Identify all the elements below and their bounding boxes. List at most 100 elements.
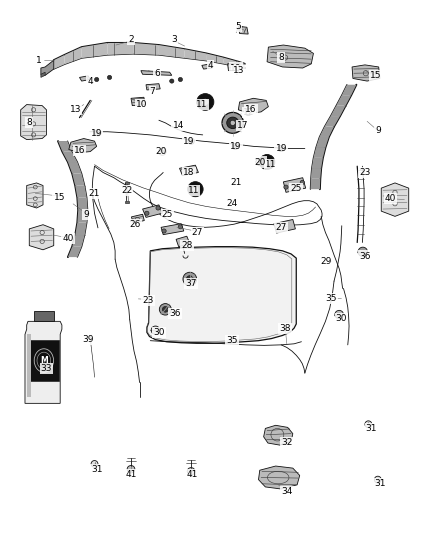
Polygon shape: [352, 65, 380, 81]
Ellipse shape: [95, 77, 99, 82]
Polygon shape: [264, 425, 293, 445]
Ellipse shape: [183, 272, 197, 286]
Text: 9: 9: [83, 210, 89, 219]
Text: M: M: [40, 356, 48, 365]
Text: 41: 41: [187, 470, 198, 479]
Ellipse shape: [156, 206, 160, 210]
Ellipse shape: [178, 77, 183, 82]
Polygon shape: [68, 247, 81, 257]
Text: 14: 14: [173, 121, 184, 130]
Ellipse shape: [244, 108, 252, 116]
Polygon shape: [78, 198, 88, 210]
Polygon shape: [78, 210, 88, 223]
Text: 10: 10: [136, 100, 148, 109]
Polygon shape: [141, 71, 172, 75]
Ellipse shape: [159, 304, 171, 315]
Text: 6: 6: [154, 69, 159, 78]
Polygon shape: [27, 183, 43, 208]
Polygon shape: [206, 53, 223, 64]
Ellipse shape: [264, 159, 270, 165]
Text: 4: 4: [208, 61, 213, 70]
Text: 21: 21: [230, 179, 242, 188]
Polygon shape: [176, 236, 190, 247]
Ellipse shape: [188, 138, 194, 144]
Text: 13: 13: [233, 66, 244, 75]
Polygon shape: [72, 174, 85, 185]
Polygon shape: [267, 45, 314, 68]
Polygon shape: [223, 58, 238, 67]
Polygon shape: [161, 224, 184, 235]
Text: 23: 23: [142, 296, 154, 305]
Polygon shape: [21, 104, 46, 140]
Ellipse shape: [227, 117, 239, 128]
Polygon shape: [312, 158, 323, 168]
Ellipse shape: [280, 147, 283, 150]
Ellipse shape: [234, 145, 237, 148]
Text: 15: 15: [53, 192, 65, 201]
Text: 25: 25: [162, 210, 173, 219]
Ellipse shape: [374, 476, 381, 483]
Ellipse shape: [300, 180, 304, 184]
Polygon shape: [107, 43, 133, 55]
Polygon shape: [258, 466, 300, 489]
Text: 16: 16: [74, 146, 85, 155]
Text: 40: 40: [62, 235, 74, 244]
Polygon shape: [228, 63, 240, 71]
Text: 3: 3: [171, 35, 177, 44]
Polygon shape: [133, 43, 159, 55]
Text: 10: 10: [230, 63, 242, 72]
Polygon shape: [238, 98, 268, 114]
Text: 34: 34: [281, 487, 293, 496]
Text: 21: 21: [89, 189, 100, 198]
Polygon shape: [180, 165, 198, 175]
Polygon shape: [34, 311, 54, 321]
Polygon shape: [238, 26, 248, 34]
Text: 35: 35: [226, 336, 238, 345]
Ellipse shape: [259, 155, 275, 169]
Ellipse shape: [107, 75, 112, 79]
Polygon shape: [131, 97, 145, 106]
Text: 17: 17: [237, 121, 248, 130]
Ellipse shape: [162, 306, 168, 312]
Text: 19: 19: [91, 129, 102, 138]
Text: 39: 39: [82, 335, 94, 344]
Text: 27: 27: [192, 228, 203, 237]
Ellipse shape: [127, 465, 135, 473]
Polygon shape: [185, 49, 206, 61]
Text: 8: 8: [26, 118, 32, 127]
Text: 20: 20: [155, 147, 167, 156]
Polygon shape: [342, 85, 357, 95]
Polygon shape: [68, 162, 81, 174]
Polygon shape: [75, 223, 87, 235]
Polygon shape: [27, 334, 31, 397]
Polygon shape: [311, 168, 321, 179]
Text: 23: 23: [359, 168, 371, 177]
Ellipse shape: [187, 467, 195, 475]
Text: 28: 28: [181, 241, 192, 250]
Polygon shape: [72, 235, 85, 247]
Polygon shape: [316, 137, 329, 148]
Polygon shape: [41, 72, 45, 77]
Text: 2: 2: [128, 35, 134, 44]
Polygon shape: [81, 43, 107, 58]
Ellipse shape: [178, 225, 183, 229]
Ellipse shape: [190, 140, 193, 143]
Polygon shape: [58, 141, 72, 151]
Polygon shape: [146, 84, 160, 90]
Ellipse shape: [230, 120, 235, 125]
Text: 19: 19: [230, 142, 242, 151]
Ellipse shape: [151, 326, 160, 334]
Polygon shape: [64, 47, 81, 64]
Ellipse shape: [202, 99, 208, 105]
Ellipse shape: [278, 146, 284, 151]
Text: 15: 15: [370, 71, 381, 80]
Polygon shape: [54, 55, 64, 69]
Ellipse shape: [335, 310, 343, 319]
Polygon shape: [238, 62, 245, 68]
Text: 30: 30: [153, 328, 165, 337]
Polygon shape: [274, 220, 295, 233]
Ellipse shape: [197, 94, 214, 110]
Text: 27: 27: [276, 223, 287, 232]
Polygon shape: [319, 126, 334, 137]
Polygon shape: [325, 116, 340, 126]
